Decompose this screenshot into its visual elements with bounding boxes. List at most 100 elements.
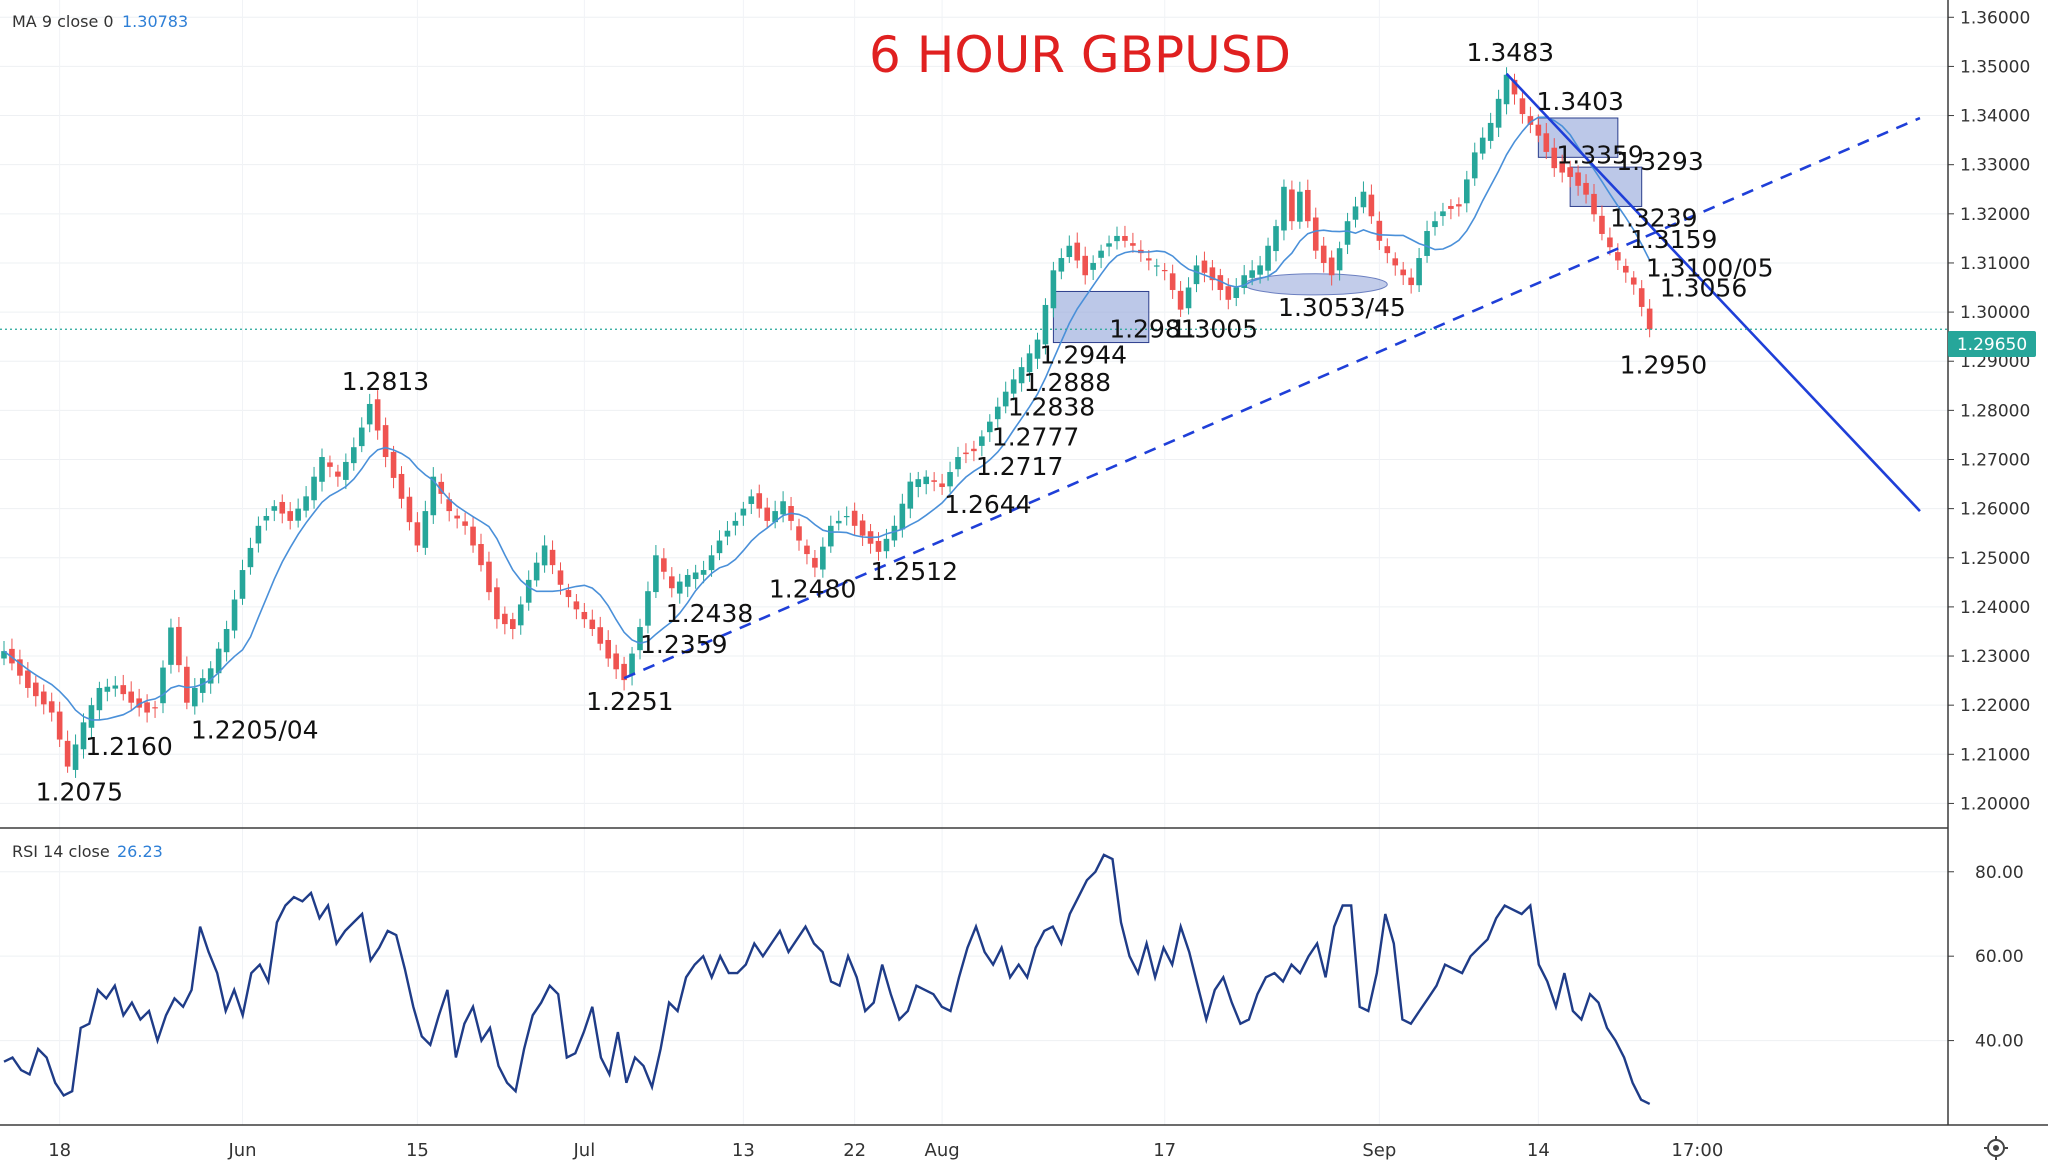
candle-body	[1503, 74, 1510, 105]
candle-body	[33, 682, 39, 697]
candle-body	[1177, 290, 1184, 310]
candle-body	[605, 640, 611, 659]
candle-body	[263, 515, 270, 521]
candle-body	[279, 501, 286, 514]
time-tick-label: 18	[48, 1140, 71, 1161]
time-tick-label: Aug	[925, 1140, 960, 1161]
candle-body	[502, 613, 508, 625]
candle-body	[629, 653, 635, 676]
candle-body	[1217, 275, 1224, 290]
candle-body	[549, 549, 556, 566]
candle-body	[931, 480, 937, 482]
candle-body	[1273, 226, 1279, 252]
price-tick-label: 1.35000	[1960, 57, 2030, 77]
candle-body	[1225, 286, 1232, 300]
candle-body	[645, 591, 651, 626]
candle-body	[1535, 124, 1542, 136]
candle-body	[1161, 269, 1168, 272]
current-price-tag	[1948, 331, 2036, 357]
time-tick-label: 17	[1153, 1140, 1176, 1161]
price-annotation: 1.3359	[1556, 141, 1643, 170]
candle-body	[907, 481, 914, 509]
candle-body	[1257, 265, 1263, 275]
candle-body	[438, 481, 445, 494]
support-trendline	[623, 116, 1921, 680]
candle-body	[939, 483, 945, 488]
price-tick-label: 1.21000	[1960, 745, 2030, 765]
price-annotation: 1.2838	[1008, 393, 1095, 422]
candle-body	[1066, 245, 1073, 258]
candle-body	[374, 399, 381, 431]
price-annotation: 1.2944	[1040, 341, 1127, 370]
candle-body	[1551, 147, 1558, 169]
time-tick-label: Jun	[227, 1140, 256, 1161]
candle-body	[335, 471, 341, 477]
price-annotation: 1.2950	[1620, 351, 1707, 380]
candle-body	[653, 555, 659, 593]
candle-body	[971, 448, 977, 452]
candle-body	[987, 421, 993, 433]
time-tick-label: Sep	[1362, 1140, 1396, 1161]
candle-body	[247, 547, 254, 568]
candle-body	[1114, 235, 1120, 242]
candle-body	[708, 555, 715, 571]
resistance-trendline	[1505, 72, 1921, 512]
price-annotation: 1.2813	[342, 367, 429, 396]
candle-body	[1432, 221, 1438, 228]
candlestick-series	[1, 67, 1653, 778]
candle-body	[398, 473, 405, 499]
current-price-label: 1.29650	[1957, 335, 2027, 355]
candle-body	[963, 452, 969, 455]
candle-body	[1312, 217, 1319, 251]
candle-body	[128, 691, 134, 703]
candle-body	[1392, 258, 1399, 266]
candle-body	[748, 496, 755, 504]
candle-body	[661, 558, 667, 572]
price-tick-label: 1.25000	[1960, 549, 2030, 569]
candle-body	[573, 601, 580, 610]
candle-body	[215, 648, 222, 674]
candle-body	[478, 544, 484, 566]
candle-body	[462, 521, 468, 526]
candle-body	[446, 499, 452, 512]
candle-body	[1583, 182, 1589, 195]
candle-body	[311, 476, 317, 501]
candle-body	[319, 457, 325, 482]
candle-body	[1153, 265, 1160, 267]
candle-body	[88, 705, 95, 728]
candle-body	[1464, 179, 1470, 204]
price-tick-label: 1.30000	[1960, 303, 2030, 323]
grid	[0, 0, 1948, 1125]
candle-body	[136, 698, 142, 708]
candle-body	[271, 506, 278, 511]
candle-body	[820, 546, 826, 570]
candle-body	[1328, 257, 1335, 276]
candle-body	[1440, 211, 1446, 217]
candle-body	[207, 668, 214, 684]
price-tick-label: 1.22000	[1960, 696, 2030, 716]
candle-body	[80, 722, 87, 750]
settings-gear-icon[interactable]	[1984, 1136, 2008, 1160]
rsi-tick-label: 40.00	[1975, 1032, 2024, 1052]
price-tick-label: 1.26000	[1960, 500, 2030, 520]
candle-body	[17, 659, 23, 676]
price-tick-label: 1.20000	[1960, 794, 2030, 814]
candle-body	[915, 479, 922, 488]
candle-body	[1599, 215, 1605, 234]
candle-body	[1336, 248, 1343, 271]
candle-body	[1050, 270, 1057, 309]
candle-body	[160, 667, 166, 704]
candle-body	[494, 587, 500, 620]
price-annotation: 1.2160	[85, 732, 172, 761]
price-tick-label: 1.28000	[1960, 401, 2030, 421]
candle-body	[843, 515, 850, 518]
candle-body	[1352, 206, 1359, 220]
price-annotation: 1.2981	[1109, 314, 1196, 343]
candle-body	[1360, 191, 1367, 208]
candle-body	[1249, 270, 1255, 278]
candle-body	[1623, 265, 1629, 273]
candle-body	[684, 574, 691, 587]
candle-body	[25, 670, 31, 688]
candle-body	[1305, 189, 1311, 222]
